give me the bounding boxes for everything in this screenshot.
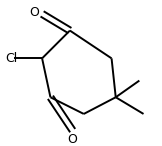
Text: O: O (29, 6, 39, 19)
Text: Cl: Cl (5, 52, 18, 65)
Text: O: O (68, 133, 78, 146)
